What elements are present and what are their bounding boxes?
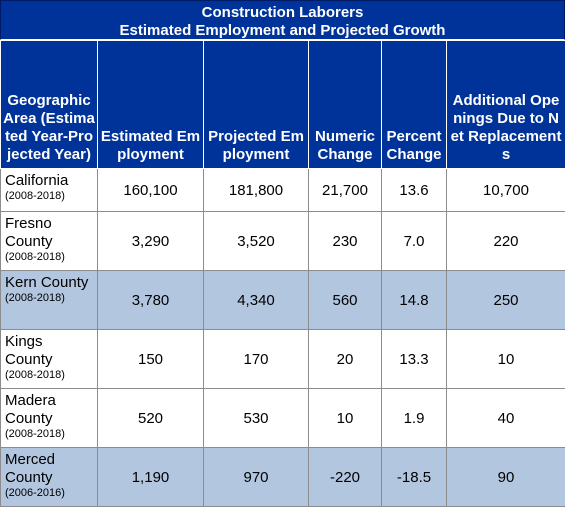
percent-change-cell: 13.6 [381, 168, 447, 212]
estimated-cell: 520 [97, 388, 204, 448]
percent-change-cell: 1.9 [381, 388, 447, 448]
percent-change-cell: 7.0 [381, 211, 447, 271]
numeric-change-cell: 20 [308, 329, 382, 389]
table-row: Kings County (2008-2018) 150 170 20 13.3… [0, 329, 565, 389]
area-name: Madera County [5, 392, 56, 427]
employment-table: Geographic Area (Estimated Year-Projecte… [0, 40, 565, 507]
estimated-cell: 3,290 [97, 211, 204, 271]
area-years: (2008-2018) [5, 369, 65, 381]
area-cell: Kern County (2008-2018) [0, 270, 98, 330]
title-line-1: Construction Laborers [201, 4, 364, 21]
projected-cell: 3,520 [203, 211, 309, 271]
estimated-cell: 150 [97, 329, 204, 389]
table-row: Fresno County (2008-2018) 3,290 3,520 23… [0, 211, 565, 271]
area-cell: Merced County (2006-2016) [0, 447, 98, 507]
area-cell: Madera County (2008-2018) [0, 388, 98, 448]
col-header-additional-openings: Additional Openings Due to Net Replaceme… [446, 40, 565, 169]
table-title: Construction Laborers Estimated Employme… [0, 0, 565, 40]
col-header-numeric-change: Numeric Change [308, 40, 382, 169]
percent-change-cell: 14.8 [381, 270, 447, 330]
additional-openings-cell: 10,700 [446, 168, 565, 212]
area-name: California [5, 172, 69, 189]
projected-cell: 170 [203, 329, 309, 389]
area-years: (2008-2018) [5, 292, 65, 304]
numeric-change-cell: 230 [308, 211, 382, 271]
numeric-change-cell: 10 [308, 388, 382, 448]
area-name: Fresno County [5, 215, 53, 250]
title-line-2: Estimated Employment and Projected Growt… [119, 22, 446, 39]
col-header-percent-change: Percent Change [381, 40, 447, 169]
estimated-cell: 3,780 [97, 270, 204, 330]
area-name: Merced County [5, 451, 56, 486]
area-name: Kern County [5, 274, 89, 291]
percent-change-cell: 13.3 [381, 329, 447, 389]
table-row: Madera County (2008-2018) 520 530 10 1.9… [0, 388, 565, 448]
area-years: (2008-2018) [5, 428, 65, 440]
header-row: Geographic Area (Estimated Year-Projecte… [0, 40, 565, 169]
table-row: California (2008-2018) 160,100 181,800 2… [0, 168, 565, 212]
area-cell: Kings County (2008-2018) [0, 329, 98, 389]
projected-cell: 4,340 [203, 270, 309, 330]
percent-change-cell: -18.5 [381, 447, 447, 507]
table-row: Merced County (2006-2016) 1,190 970 -220… [0, 447, 565, 507]
table-row: Kern County (2008-2018) 3,780 4,340 560 … [0, 270, 565, 330]
additional-openings-cell: 250 [446, 270, 565, 330]
col-header-area: Geographic Area (Estimated Year-Projecte… [0, 40, 98, 169]
col-header-estimated: Estimated Employment [97, 40, 204, 169]
additional-openings-cell: 220 [446, 211, 565, 271]
area-name: Kings County [5, 333, 53, 368]
area-years: (2008-2018) [5, 251, 65, 263]
col-header-projected: Projected Employment [203, 40, 309, 169]
additional-openings-cell: 90 [446, 447, 565, 507]
projected-cell: 530 [203, 388, 309, 448]
area-cell: Fresno County (2008-2018) [0, 211, 98, 271]
additional-openings-cell: 10 [446, 329, 565, 389]
projected-cell: 181,800 [203, 168, 309, 212]
additional-openings-cell: 40 [446, 388, 565, 448]
area-cell: California (2008-2018) [0, 168, 98, 212]
estimated-cell: 160,100 [97, 168, 204, 212]
numeric-change-cell: 21,700 [308, 168, 382, 212]
projected-cell: 970 [203, 447, 309, 507]
estimated-cell: 1,190 [97, 447, 204, 507]
numeric-change-cell: -220 [308, 447, 382, 507]
numeric-change-cell: 560 [308, 270, 382, 330]
area-years: (2006-2016) [5, 487, 65, 499]
area-years: (2008-2018) [5, 190, 65, 202]
